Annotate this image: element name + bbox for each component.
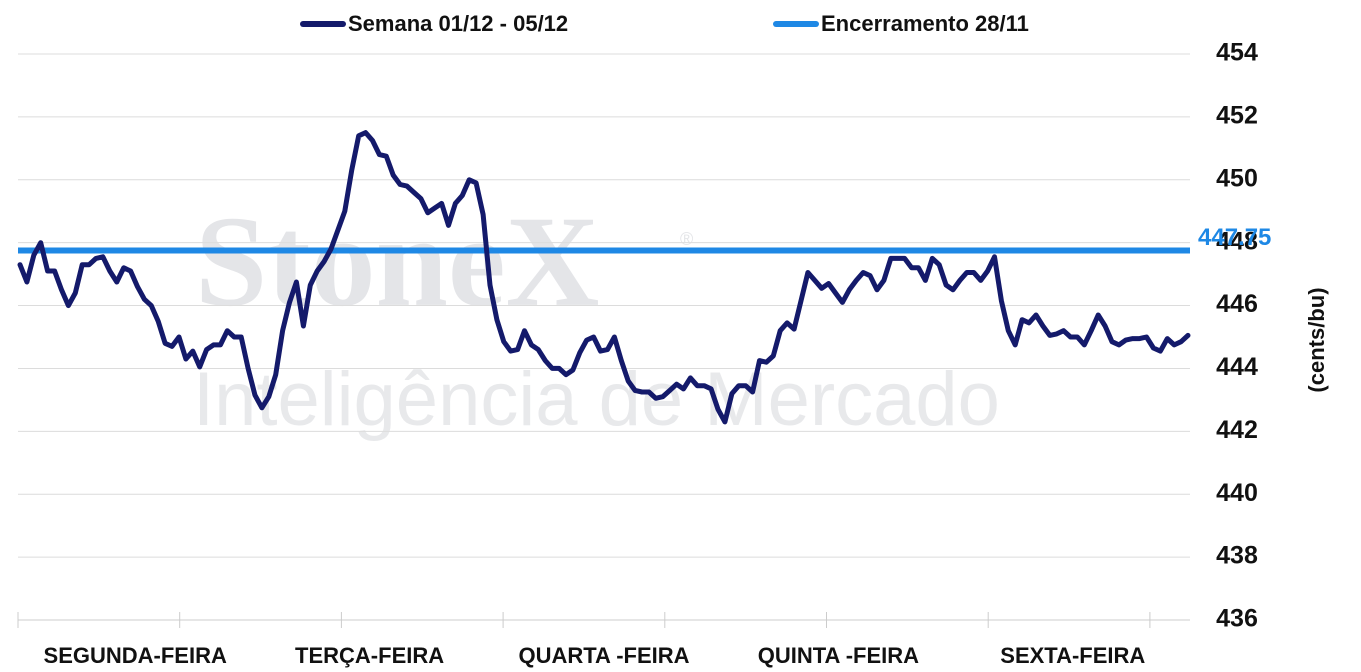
y-tick-label: 450 xyxy=(1216,164,1258,192)
x-tick-label: TERÇA-FEIRA xyxy=(295,643,444,668)
x-tick-label: SEGUNDA-FEIRA xyxy=(44,643,227,668)
x-tick-label: SEXTA-FEIRA xyxy=(1000,643,1145,668)
y-tick-label: 452 xyxy=(1216,101,1258,129)
y-tick-label: 442 xyxy=(1216,416,1258,444)
reference-label: 447.75 xyxy=(1198,224,1271,251)
legend-label: Semana 01/12 - 05/12 xyxy=(348,11,568,36)
y-tick-label: 440 xyxy=(1216,479,1258,507)
x-tick-label: QUARTA -FEIRA xyxy=(518,643,689,668)
watermark-registered: ® xyxy=(680,229,693,249)
y-tick-label: 436 xyxy=(1216,605,1258,633)
y-tick-label: 438 xyxy=(1216,542,1258,570)
y-tick-label: 446 xyxy=(1216,290,1258,318)
y-tick-label: 454 xyxy=(1216,39,1258,67)
x-tick-label: QUINTA -FEIRA xyxy=(758,643,919,668)
y-axis-label: (cents/bu) xyxy=(1304,287,1329,392)
series-line xyxy=(17,130,1191,425)
y-tick-label: 448 xyxy=(1216,227,1258,255)
y-tick-label: 444 xyxy=(1216,353,1258,381)
watermark-brand: StoneX xyxy=(195,190,599,334)
watermark-tagline: Inteligência de Mercado xyxy=(193,357,1000,442)
legend-label: Encerramento 28/11 xyxy=(821,11,1029,36)
